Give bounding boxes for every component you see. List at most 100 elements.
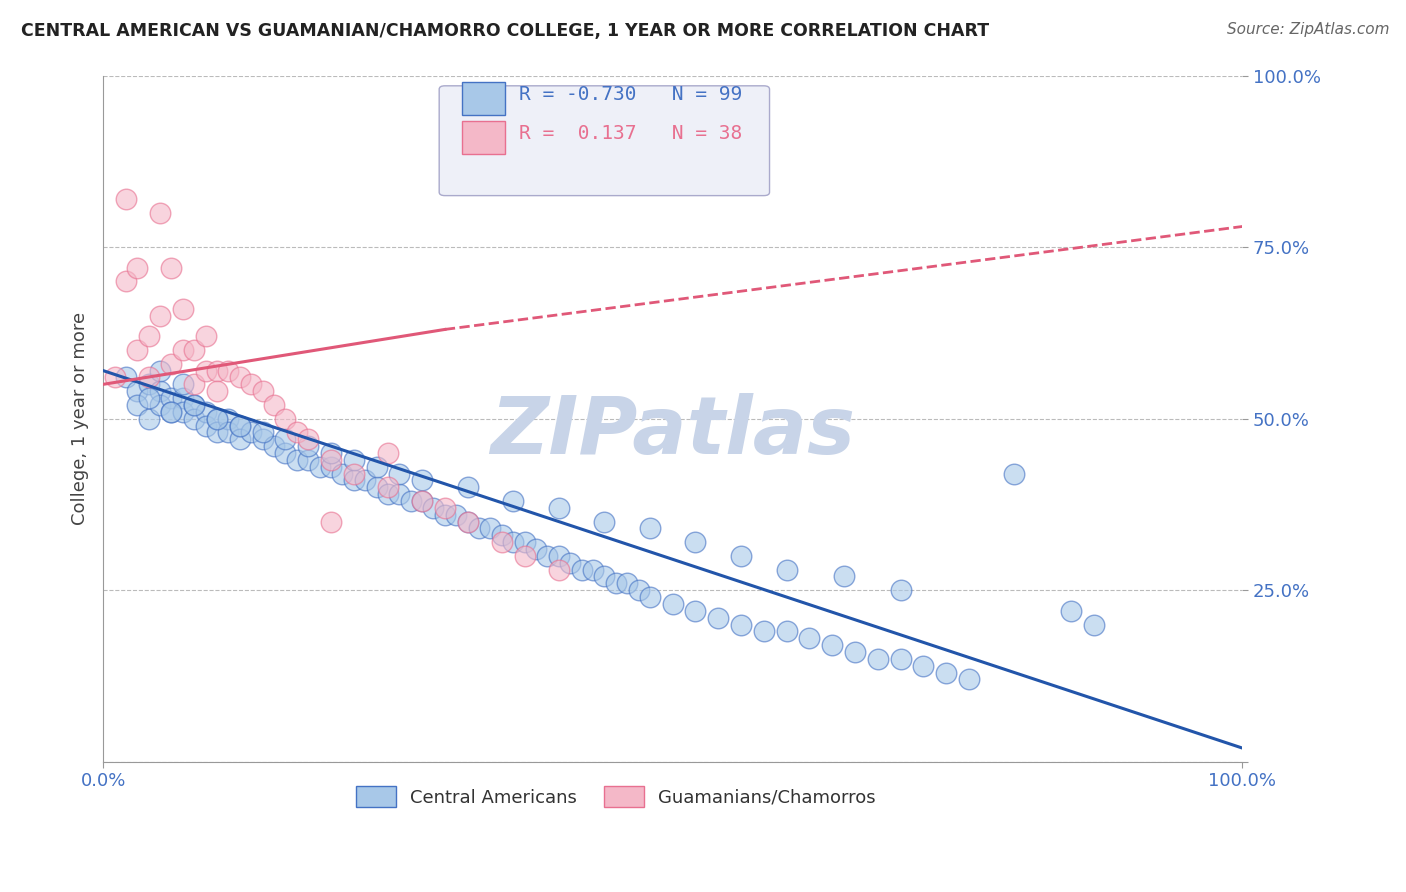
Point — [775, 563, 797, 577]
Point — [661, 597, 683, 611]
Point — [536, 549, 558, 563]
Point — [844, 645, 866, 659]
Point — [149, 384, 172, 399]
Point — [343, 452, 366, 467]
Point — [115, 370, 138, 384]
Point — [285, 452, 308, 467]
Point — [866, 652, 889, 666]
Point — [547, 563, 569, 577]
Point — [205, 425, 228, 440]
Point — [366, 459, 388, 474]
Point — [297, 452, 319, 467]
Point — [479, 521, 502, 535]
Point — [160, 357, 183, 371]
Point — [399, 494, 422, 508]
Point — [160, 405, 183, 419]
Point — [274, 411, 297, 425]
Point — [513, 549, 536, 563]
Point — [593, 569, 616, 583]
Point — [457, 515, 479, 529]
Point — [205, 384, 228, 399]
Point — [252, 425, 274, 440]
Point — [468, 521, 491, 535]
Text: CENTRAL AMERICAN VS GUAMANIAN/CHAMORRO COLLEGE, 1 YEAR OR MORE CORRELATION CHART: CENTRAL AMERICAN VS GUAMANIAN/CHAMORRO C… — [21, 22, 990, 40]
Point — [377, 480, 399, 494]
Point — [707, 610, 730, 624]
Point — [388, 467, 411, 481]
Point — [957, 673, 980, 687]
Point — [149, 398, 172, 412]
Point — [172, 377, 194, 392]
Point — [457, 515, 479, 529]
Point — [319, 446, 342, 460]
Point — [433, 508, 456, 522]
FancyBboxPatch shape — [463, 82, 505, 115]
Point — [229, 370, 252, 384]
Point — [547, 500, 569, 515]
Point — [571, 563, 593, 577]
Point — [605, 576, 627, 591]
Point — [194, 405, 217, 419]
Point — [138, 329, 160, 343]
Point — [160, 391, 183, 405]
Point — [229, 432, 252, 446]
Point — [411, 474, 433, 488]
Text: Source: ZipAtlas.com: Source: ZipAtlas.com — [1226, 22, 1389, 37]
Point — [149, 363, 172, 377]
Point — [138, 377, 160, 392]
Point — [115, 274, 138, 288]
Point — [172, 405, 194, 419]
Point — [217, 411, 239, 425]
Point — [491, 535, 513, 549]
Point — [627, 583, 650, 598]
Point — [685, 535, 707, 549]
Point — [433, 500, 456, 515]
Point — [491, 528, 513, 542]
Point — [912, 658, 935, 673]
Point — [513, 535, 536, 549]
Point — [799, 632, 821, 646]
Point — [457, 480, 479, 494]
Point — [832, 569, 855, 583]
Point — [730, 549, 752, 563]
Point — [229, 418, 252, 433]
Point — [297, 432, 319, 446]
FancyBboxPatch shape — [439, 86, 769, 195]
Point — [388, 487, 411, 501]
Point — [821, 638, 844, 652]
Point — [593, 515, 616, 529]
Point — [127, 384, 149, 399]
Y-axis label: College, 1 year or more: College, 1 year or more — [72, 312, 89, 525]
Point — [183, 377, 205, 392]
Point — [205, 363, 228, 377]
Point — [547, 549, 569, 563]
Point — [411, 494, 433, 508]
Point — [422, 500, 444, 515]
Point — [138, 370, 160, 384]
Point — [297, 439, 319, 453]
Point — [160, 260, 183, 275]
Point — [172, 391, 194, 405]
Point — [160, 405, 183, 419]
Point — [194, 363, 217, 377]
Point — [263, 398, 285, 412]
Point — [172, 301, 194, 316]
Text: R = -0.730   N = 99: R = -0.730 N = 99 — [519, 86, 742, 104]
Point — [127, 398, 149, 412]
Point — [638, 590, 661, 604]
Point — [730, 617, 752, 632]
Point — [502, 494, 524, 508]
Point — [172, 343, 194, 357]
Text: ZIPatlas: ZIPatlas — [491, 393, 855, 471]
Point — [229, 418, 252, 433]
Point — [205, 411, 228, 425]
Point — [252, 432, 274, 446]
Point — [183, 343, 205, 357]
Point — [252, 384, 274, 399]
Point — [194, 418, 217, 433]
Point — [1060, 604, 1083, 618]
Point — [138, 391, 160, 405]
Point — [285, 425, 308, 440]
Point — [343, 474, 366, 488]
Point — [330, 467, 353, 481]
